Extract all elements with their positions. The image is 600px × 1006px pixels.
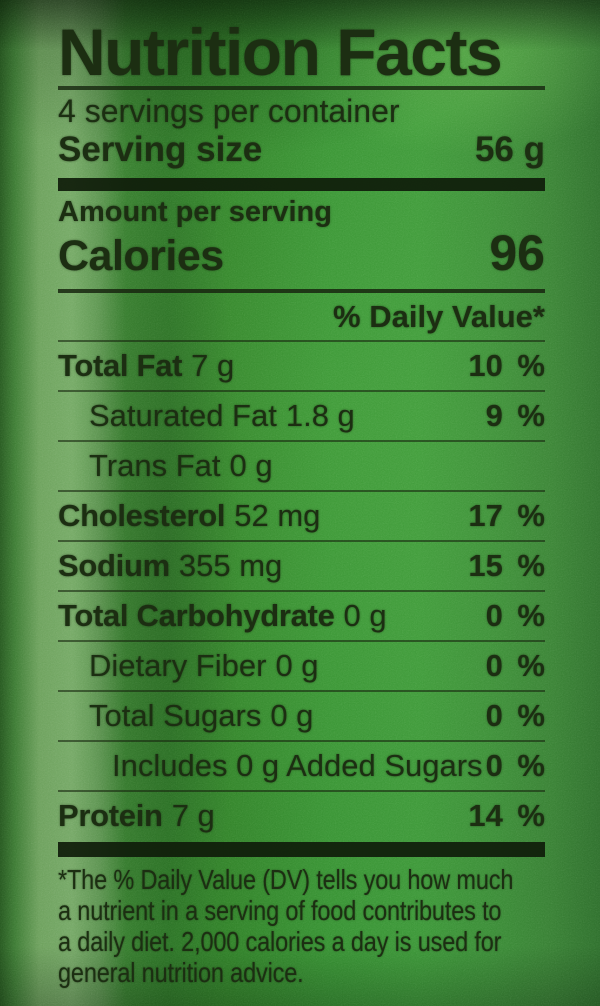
- nutrient-name: Sodium: [58, 548, 170, 583]
- nutrient-name: Includes 0 g Added Sugars: [112, 748, 483, 783]
- nutrient-row-total-carbohydrate: Total Carbohydrate 0 g 0 %: [58, 592, 545, 640]
- nutrient-row-dietary-fiber: Dietary Fiber 0 g 0 %: [58, 642, 545, 690]
- nutrient-amount: 7 g: [171, 798, 215, 833]
- row-divider: [58, 390, 545, 392]
- footnote-line: general nutrition advice.: [58, 957, 304, 988]
- serving-size-value: 56 g: [474, 130, 545, 169]
- nutrient-daily-value: 0 %: [485, 648, 545, 683]
- nutrition-facts-label: Nutrition Facts 4 servings per container…: [58, 0, 545, 1006]
- row-divider: [58, 790, 545, 792]
- nutrient-name: Saturated Fat: [89, 398, 277, 433]
- label-title: Nutrition Facts: [58, 15, 503, 89]
- nutrient-name: Trans Fat: [89, 448, 221, 483]
- nutrient-amount: 355 mg: [178, 548, 283, 583]
- nutrient-name: Protein: [58, 798, 163, 833]
- nutrient-daily-value: 0 %: [485, 748, 545, 783]
- footnote-line: a nutrient in a serving of food contribu…: [58, 895, 502, 926]
- calories-divider: [58, 289, 545, 293]
- nutrient-amount: 0 g: [343, 598, 387, 633]
- nutrient-row-sodium: Sodium 355 mg 15 %: [58, 542, 545, 590]
- row-divider: [58, 440, 545, 442]
- amount-per-serving-label: Amount per serving: [58, 196, 332, 228]
- nutrient-row-total-fat: Total Fat 7 g 10 %: [58, 342, 545, 390]
- nutrient-daily-value: 17 %: [468, 498, 545, 533]
- nutrient-name: Total Fat: [58, 348, 183, 383]
- nutrient-row-protein: Protein 7 g 14 %: [58, 792, 545, 840]
- calories-row: Calories 96: [58, 228, 545, 281]
- row-divider: [58, 740, 545, 742]
- row-divider: [58, 690, 545, 692]
- nutrient-daily-value: 15 %: [468, 548, 545, 583]
- nutrient-row-saturated-fat: Saturated Fat 1.8 g 9 %: [58, 392, 545, 440]
- nutrient-amount: 1.8 g: [285, 398, 355, 433]
- nutrient-row-trans-fat: Trans Fat 0 g: [58, 442, 545, 490]
- nutrient-name: Total Carbohydrate: [58, 598, 335, 633]
- nutrient-name: Total Sugars: [89, 698, 262, 733]
- nutrient-daily-value: 14 %: [468, 798, 545, 833]
- footnote-line: *The % Daily Value (DV) tells you how mu…: [58, 864, 514, 895]
- calories-label: Calories: [58, 232, 224, 280]
- nutrient-row-added-sugars: Includes 0 g Added Sugars 0 %: [58, 742, 545, 790]
- daily-value-header: % Daily Value*: [333, 299, 545, 334]
- nutrient-row-cholesterol: Cholesterol 52 mg 17 %: [58, 492, 545, 540]
- daily-value-footnote: *The % Daily Value (DV) tells you how mu…: [58, 864, 545, 988]
- row-divider: [58, 340, 545, 342]
- row-divider: [58, 590, 545, 592]
- calories-value: 96: [489, 225, 545, 281]
- nutrient-amount: 0 g: [275, 648, 319, 683]
- nutrient-amount: 0 g: [270, 698, 314, 733]
- row-divider: [58, 640, 545, 642]
- thick-divider-bar: [58, 178, 545, 191]
- nutrient-amount: 7 g: [191, 348, 235, 383]
- serving-size-label: Serving size: [58, 130, 263, 169]
- nutrient-name: Dietary Fiber: [89, 648, 267, 683]
- nutrient-daily-value: 9 %: [485, 398, 545, 433]
- nutrient-name: Cholesterol: [58, 498, 226, 533]
- nutrient-daily-value: 10 %: [468, 348, 545, 383]
- row-divider: [58, 540, 545, 542]
- nutrient-amount: 52 mg: [234, 498, 321, 533]
- nutrient-daily-value: 0 %: [485, 598, 545, 633]
- serving-size-row: Serving size 56 g: [58, 130, 545, 170]
- servings-per-container: 4 servings per container: [58, 93, 400, 129]
- thick-divider-bar: [58, 842, 545, 857]
- footnote-line: a daily diet. 2,000 calories a day is us…: [58, 926, 502, 957]
- nutrient-daily-value: 0 %: [485, 698, 545, 733]
- nutrient-amount: 0 g: [229, 448, 273, 483]
- title-divider: [58, 86, 545, 90]
- nutrient-row-total-sugars: Total Sugars 0 g 0 %: [58, 692, 545, 740]
- row-divider: [58, 490, 545, 492]
